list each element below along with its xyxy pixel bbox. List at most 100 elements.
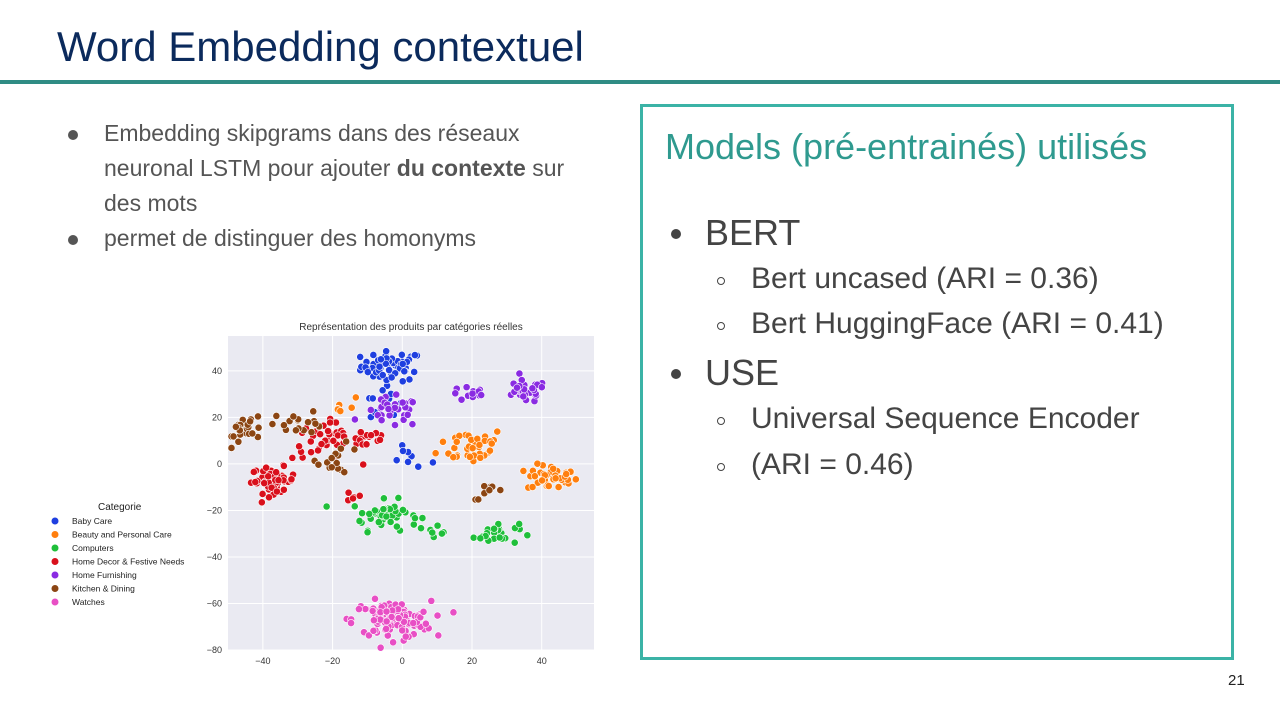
scatter-point bbox=[280, 421, 288, 430]
scatter-point bbox=[544, 482, 553, 490]
model-subitem: Universal Sequence Encoder bbox=[715, 399, 1140, 439]
scatter-point bbox=[375, 362, 384, 371]
scatter-point bbox=[316, 430, 325, 439]
scatter-point bbox=[549, 464, 558, 473]
scatter-point bbox=[382, 624, 391, 633]
scatter-point bbox=[486, 446, 494, 455]
scatter-point bbox=[376, 643, 385, 652]
scatter-point bbox=[474, 495, 483, 504]
scatter-point bbox=[404, 458, 412, 466]
scatter-point bbox=[394, 614, 403, 623]
model-subitem-text: Bert HuggingFace (ARI = 0.41) bbox=[751, 307, 1164, 340]
y-tick-label: −80 bbox=[207, 645, 222, 655]
model-item-bert: BERT bbox=[667, 211, 800, 255]
scatter-point bbox=[254, 423, 263, 432]
scatter-point bbox=[428, 528, 437, 537]
legend-label: Baby Care bbox=[72, 516, 112, 526]
scatter-point bbox=[392, 456, 401, 465]
scatter-point bbox=[272, 412, 281, 420]
scatter-point bbox=[476, 453, 485, 462]
y-tick-label: −20 bbox=[207, 505, 222, 515]
scatter-point bbox=[437, 529, 446, 538]
scatter-point bbox=[329, 436, 338, 445]
scatter-point bbox=[327, 454, 336, 462]
scatter-point bbox=[367, 431, 375, 440]
scatter-point bbox=[246, 417, 255, 426]
scatter-point bbox=[358, 509, 367, 518]
slide-title: Word Embedding contextuel bbox=[57, 23, 584, 70]
x-tick-label: 0 bbox=[400, 656, 405, 666]
scatter-point bbox=[562, 470, 571, 478]
scatter-point bbox=[251, 478, 260, 486]
scatter-point bbox=[317, 440, 326, 448]
scatter-point bbox=[378, 386, 387, 395]
scatter-point bbox=[519, 467, 528, 475]
scatter-point bbox=[304, 418, 312, 427]
scatter-point bbox=[262, 463, 271, 472]
scatter-point bbox=[528, 384, 537, 393]
legend-marker bbox=[51, 517, 59, 525]
scatter-point bbox=[496, 486, 505, 494]
scatter-point bbox=[292, 426, 300, 435]
scatter-point bbox=[382, 607, 391, 616]
bullet-dot-icon bbox=[671, 369, 681, 379]
scatter-point bbox=[361, 605, 370, 613]
legend-label: Watches bbox=[72, 597, 105, 607]
scatter-point bbox=[400, 617, 408, 626]
scatter-point bbox=[340, 468, 349, 477]
scatter-point bbox=[342, 437, 351, 446]
scatter-point bbox=[336, 407, 345, 415]
scatter-point bbox=[477, 391, 486, 399]
scatter-point bbox=[385, 411, 394, 420]
scatter-point bbox=[462, 383, 471, 392]
scatter-point bbox=[386, 518, 395, 526]
ring-bullet-icon bbox=[717, 463, 725, 471]
scatter-point bbox=[398, 398, 407, 407]
legend-marker bbox=[51, 531, 59, 538]
scatter-point bbox=[389, 638, 398, 647]
model-label: BERT bbox=[705, 212, 801, 253]
scatter-point bbox=[419, 607, 428, 616]
scatter-point bbox=[398, 626, 407, 635]
chart-title: Représentation des produits par catégori… bbox=[299, 322, 522, 333]
scatter-point bbox=[314, 460, 323, 469]
scatter-point bbox=[537, 383, 546, 392]
scatter-point bbox=[377, 355, 385, 364]
scatter-point bbox=[408, 420, 417, 429]
scatter-point bbox=[427, 596, 436, 605]
legend-label: Computers bbox=[72, 543, 114, 553]
scatter-point bbox=[417, 524, 425, 533]
scatter-point bbox=[465, 452, 474, 461]
scatter-point bbox=[403, 410, 412, 419]
scatter-point bbox=[234, 437, 243, 446]
scatter-point bbox=[495, 533, 504, 542]
scatter-point bbox=[538, 476, 546, 485]
legend-title: Categorie bbox=[98, 502, 142, 513]
legend-marker bbox=[51, 598, 59, 606]
scatter-point bbox=[421, 619, 430, 628]
bullet-text-tail: sur des mots bbox=[104, 155, 565, 216]
scatter-point bbox=[359, 460, 368, 469]
scatter-point bbox=[253, 433, 262, 441]
scatter-point bbox=[347, 403, 356, 412]
scatter-point bbox=[307, 448, 315, 457]
scatter-point bbox=[309, 407, 318, 416]
scatter-point bbox=[257, 498, 266, 507]
scatter-point bbox=[449, 608, 458, 617]
scatter-point bbox=[349, 494, 357, 503]
scatter-point bbox=[365, 509, 374, 518]
scatter-point bbox=[515, 369, 524, 378]
ring-bullet-icon bbox=[717, 322, 725, 330]
scatter-point bbox=[528, 483, 537, 491]
scatter-point bbox=[385, 366, 393, 374]
scatter-point bbox=[382, 347, 391, 356]
scatter-point bbox=[392, 390, 401, 399]
model-subitem-text: Universal Sequence Encoder bbox=[751, 402, 1140, 435]
scatter-point bbox=[480, 482, 489, 491]
scatter-point bbox=[355, 605, 363, 614]
scatter-point bbox=[551, 474, 560, 483]
scatter-point bbox=[449, 453, 458, 462]
model-subitem: Bert HuggingFace (ARI = 0.41) bbox=[715, 304, 1164, 344]
scatter-point bbox=[382, 512, 391, 521]
scatter-point bbox=[350, 445, 359, 454]
